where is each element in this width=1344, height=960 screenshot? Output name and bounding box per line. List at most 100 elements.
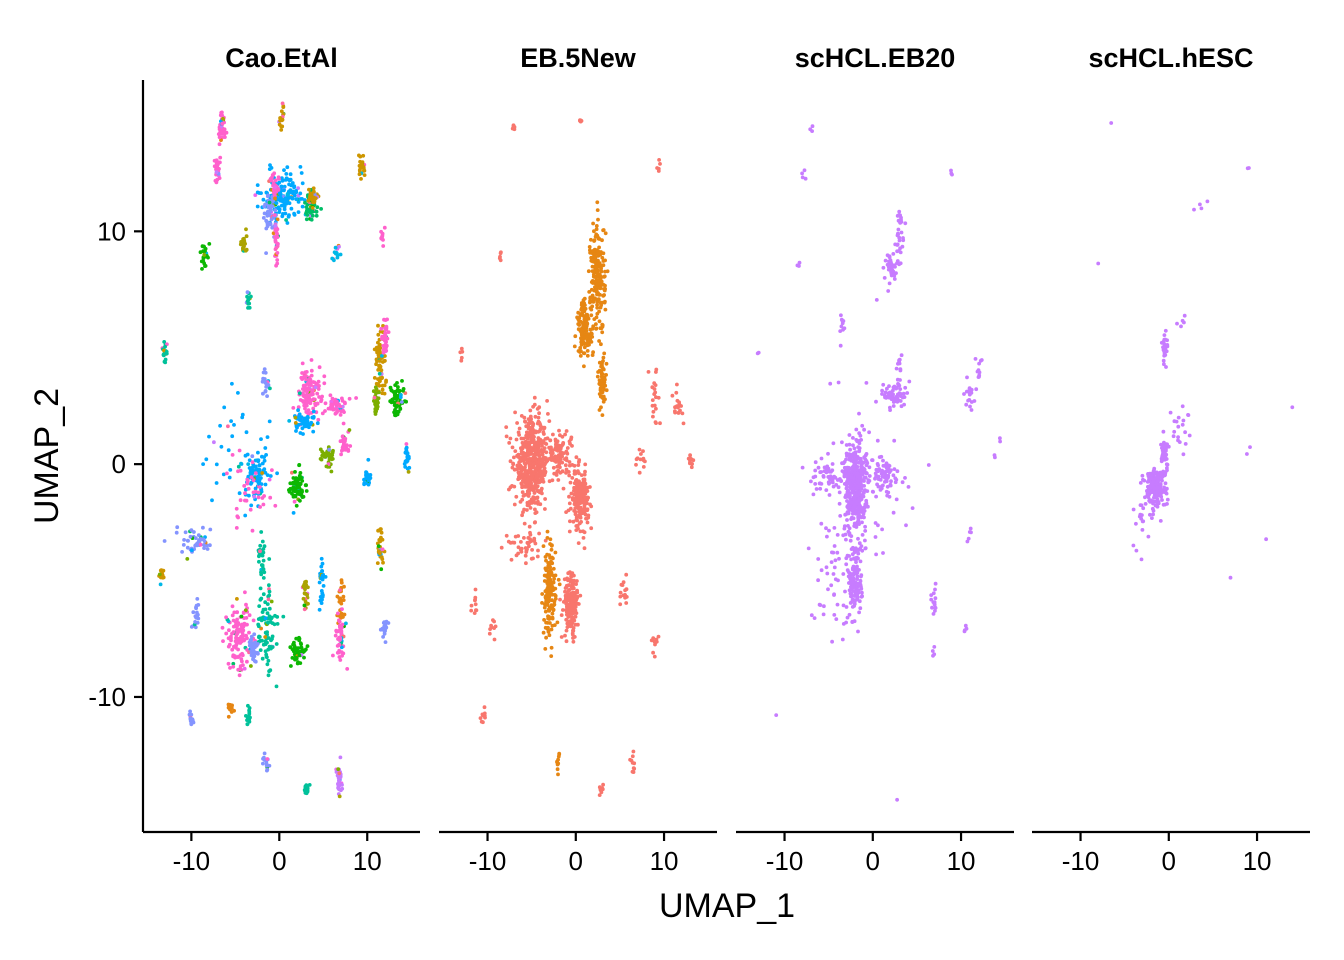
point xyxy=(404,399,408,404)
point xyxy=(262,544,267,549)
point xyxy=(851,443,855,448)
point xyxy=(316,417,321,422)
point xyxy=(910,506,915,510)
point xyxy=(896,361,900,366)
point xyxy=(838,477,842,481)
point xyxy=(532,491,537,495)
point xyxy=(898,246,902,251)
point xyxy=(840,440,844,445)
point xyxy=(297,492,302,496)
point xyxy=(575,315,579,320)
point xyxy=(818,486,823,491)
point xyxy=(623,588,627,593)
point xyxy=(291,487,296,491)
point xyxy=(559,635,564,639)
point xyxy=(533,458,538,462)
point xyxy=(566,610,570,614)
point xyxy=(300,204,305,209)
point xyxy=(312,380,317,385)
point xyxy=(572,578,576,583)
point xyxy=(564,639,569,644)
point xyxy=(381,635,385,639)
point xyxy=(247,458,252,463)
point xyxy=(275,622,280,626)
point xyxy=(293,421,298,425)
point xyxy=(813,460,818,465)
point xyxy=(550,611,555,616)
x-tick-label: -10 xyxy=(173,846,211,876)
point xyxy=(855,592,859,597)
point xyxy=(264,251,268,256)
point xyxy=(459,346,464,351)
point xyxy=(273,185,277,190)
point xyxy=(331,407,335,412)
point xyxy=(574,482,579,487)
point xyxy=(603,283,607,288)
point xyxy=(269,166,274,170)
point xyxy=(335,410,339,414)
point xyxy=(255,190,260,195)
point xyxy=(590,264,595,269)
point xyxy=(327,447,331,452)
point xyxy=(860,520,864,525)
point xyxy=(339,630,344,635)
point xyxy=(287,201,292,206)
point xyxy=(865,471,869,476)
point xyxy=(292,213,297,217)
point xyxy=(188,534,193,539)
point xyxy=(294,197,299,202)
point xyxy=(862,466,866,471)
point xyxy=(814,487,819,491)
point xyxy=(963,623,968,628)
point xyxy=(589,307,594,312)
point xyxy=(529,484,534,488)
point xyxy=(595,208,600,213)
point xyxy=(201,537,206,542)
point xyxy=(590,304,595,309)
point xyxy=(589,255,594,260)
point xyxy=(339,625,344,630)
point xyxy=(896,232,900,237)
point xyxy=(253,659,258,664)
point xyxy=(292,193,297,198)
point xyxy=(226,702,231,707)
point xyxy=(200,267,204,271)
point xyxy=(238,664,243,669)
point xyxy=(551,566,556,571)
point xyxy=(838,343,843,348)
point xyxy=(281,178,285,183)
point xyxy=(546,607,551,612)
point xyxy=(830,480,835,485)
point xyxy=(196,533,201,537)
point xyxy=(304,374,308,378)
point xyxy=(834,617,839,621)
point xyxy=(276,205,281,210)
point xyxy=(336,767,341,772)
point xyxy=(574,590,578,595)
point xyxy=(374,362,378,367)
point xyxy=(547,479,552,484)
point xyxy=(548,438,553,443)
point xyxy=(163,344,168,349)
point xyxy=(343,401,347,406)
point xyxy=(267,213,271,217)
point xyxy=(239,639,244,644)
point xyxy=(552,587,556,591)
point xyxy=(561,600,566,604)
point xyxy=(261,502,266,507)
point xyxy=(929,597,934,602)
point xyxy=(567,501,572,506)
point xyxy=(556,772,560,777)
point xyxy=(263,381,268,385)
point xyxy=(528,408,533,413)
point xyxy=(564,429,569,433)
point xyxy=(185,545,190,550)
point xyxy=(576,463,581,467)
point xyxy=(566,578,570,583)
point xyxy=(303,580,307,585)
point xyxy=(602,288,607,293)
point xyxy=(359,161,364,166)
point xyxy=(618,602,623,607)
point xyxy=(292,493,297,498)
point xyxy=(321,584,326,588)
